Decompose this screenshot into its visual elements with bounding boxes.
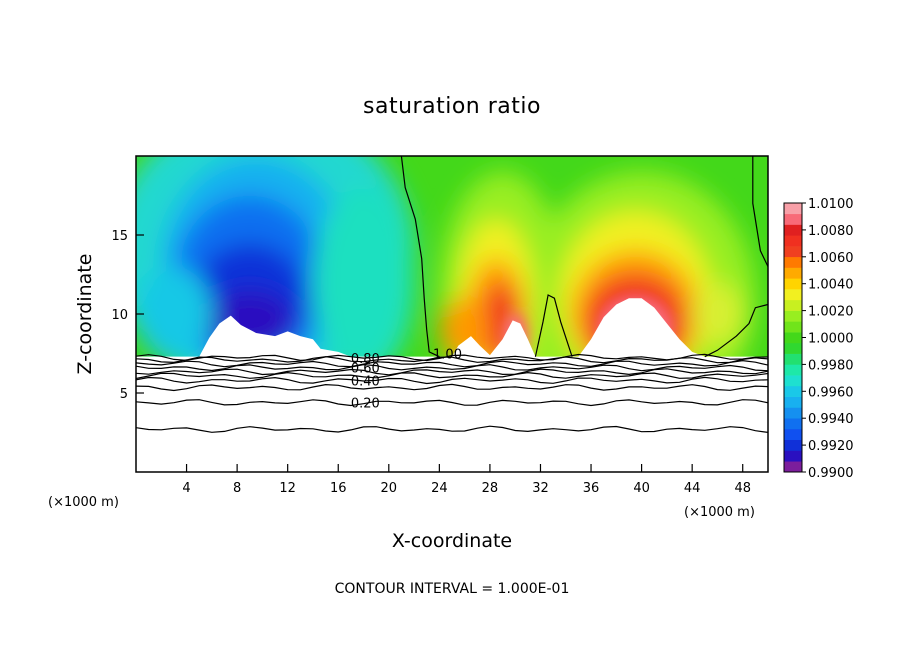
colorbar-segment <box>784 396 802 408</box>
colorbar-segment <box>784 364 802 376</box>
contour-line <box>136 364 768 372</box>
y-axis-label: Z-coordinate <box>74 254 96 375</box>
colorbar-segment <box>784 418 802 430</box>
contour-line <box>136 368 768 376</box>
colorbar-segment <box>784 407 802 419</box>
colorbar-segment <box>784 342 802 354</box>
colorbar-segment <box>784 256 802 268</box>
contour-line <box>704 303 768 358</box>
colorbar-segment <box>784 299 802 311</box>
chart-title: saturation ratio <box>363 94 541 119</box>
colorbar-segment <box>784 375 802 387</box>
colorbar-label: 0.9900 <box>808 466 854 481</box>
colorbar-segment <box>784 203 802 215</box>
x-tick-label: 44 <box>684 481 701 496</box>
colorbar-segment <box>784 321 802 333</box>
field-blob <box>312 187 415 378</box>
colorbar-label: 1.0100 <box>808 197 854 212</box>
colorbar-segment <box>784 439 802 451</box>
colorbar-segment <box>784 224 802 236</box>
contour-label: 1.00 <box>433 348 462 363</box>
x-tick-label: 40 <box>633 481 650 496</box>
contour-lines <box>136 156 768 433</box>
colorbar: 1.0100 1.0080 1.0060 1.0040 1.0020 1.0000 0.99… <box>783 197 854 481</box>
x-tick-label: 20 <box>381 481 398 496</box>
field-blob <box>136 266 212 362</box>
contour-line <box>136 371 768 380</box>
y-tick-label: 5 <box>120 387 128 402</box>
contour-line <box>752 156 768 267</box>
contour-line <box>136 356 768 364</box>
y-tick-label: 10 <box>111 308 128 323</box>
colorbar-segment <box>784 428 802 441</box>
contour-labels: 1.00 0.800.600.40 0.20 <box>351 348 462 412</box>
contour-line <box>136 359 768 368</box>
colorbar-segment <box>784 289 802 301</box>
contour-line <box>136 425 768 433</box>
contour-interval-note: CONTOUR INTERVAL = 1.000E-01 <box>335 581 570 597</box>
colorbar-label: 1.0080 <box>808 224 854 239</box>
x-tick-label: 8 <box>233 481 241 496</box>
x-axis-ticks: 4 8 12 16 20 24 28 32 36 40 44 48 <box>182 464 751 496</box>
colorbar-label: 1.0000 <box>808 332 854 347</box>
colorbar-label: 0.9920 <box>808 439 854 454</box>
colorbar-segment <box>784 246 802 258</box>
x-tick-label: 4 <box>182 481 190 496</box>
contour-label: 0.40 <box>351 374 380 389</box>
colorbar-label: 1.0040 <box>808 278 854 293</box>
contour-label: 0.20 <box>351 396 380 411</box>
x-tick-label: 48 <box>734 481 751 496</box>
y-tick-label: 15 <box>111 229 128 244</box>
contour-line <box>136 383 768 392</box>
x-unit-left: (×1000 m) <box>48 495 119 510</box>
x-tick-label: 12 <box>279 481 296 496</box>
x-tick-label: 28 <box>482 481 499 496</box>
x-tick-label: 32 <box>532 481 549 496</box>
colorbar-segment <box>784 278 802 290</box>
field-layer <box>136 156 768 472</box>
colorbar-segment <box>784 310 802 322</box>
colorbar-label: 1.0020 <box>808 305 854 320</box>
colorbar-segment <box>784 461 802 473</box>
x-axis-label: X-coordinate <box>392 530 512 552</box>
contour-label: 0.60 <box>351 362 380 377</box>
contour-line <box>534 294 573 357</box>
x-tick-label: 16 <box>330 481 347 496</box>
colorbar-label: 1.0060 <box>808 251 854 266</box>
colorbar-segment <box>784 332 802 344</box>
contour-line <box>136 376 768 385</box>
y-axis-ticks: 5 10 15 <box>111 229 144 402</box>
contour-label: 0.80 <box>351 352 380 367</box>
field-blob <box>692 282 743 346</box>
contour-line <box>136 353 768 362</box>
colorbar-segment <box>784 353 802 365</box>
colorbar-segment <box>784 450 802 462</box>
colorbar-segment <box>784 213 802 225</box>
colorbar-segment <box>784 235 802 247</box>
colorbar-label: 0.9960 <box>808 385 854 400</box>
contour-line <box>400 156 440 358</box>
x-unit-right: (×1000 m) <box>684 505 755 520</box>
colorbar-label: 0.9980 <box>808 358 854 373</box>
x-tick-label: 36 <box>583 481 600 496</box>
contour-line <box>136 399 768 407</box>
colorbar-segment <box>784 267 802 279</box>
colorbar-label: 0.9940 <box>808 412 854 427</box>
x-tick-label: 24 <box>431 481 448 496</box>
colorbar-segment <box>784 385 802 397</box>
